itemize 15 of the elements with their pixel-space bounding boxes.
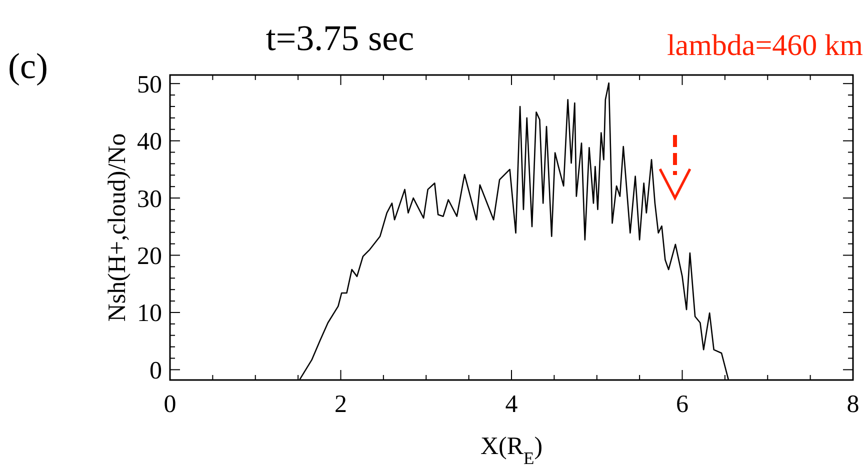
y-axis-title: Nsh(H+,cloud)/No: [104, 133, 131, 322]
x-tick-label: 2: [334, 391, 347, 418]
x-tick-label: 6: [676, 391, 688, 418]
y-tick-label: 50: [137, 71, 162, 98]
y-tick-label: 10: [137, 300, 162, 328]
y-tick-label: 20: [137, 243, 162, 270]
y-tick-label: 30: [137, 186, 162, 213]
text: lambda=460 km: [666, 29, 863, 62]
y-tick-label: 40: [137, 128, 162, 156]
y-tick-label: 0: [150, 357, 162, 384]
x-axis-title: X(R$_{E}$): [480, 433, 543, 468]
x-tick-label: 8: [846, 391, 860, 418]
x-tick-label: 4: [505, 391, 518, 418]
chart-title: t=3.75 sec: [266, 18, 414, 58]
text: (c): [8, 46, 48, 86]
